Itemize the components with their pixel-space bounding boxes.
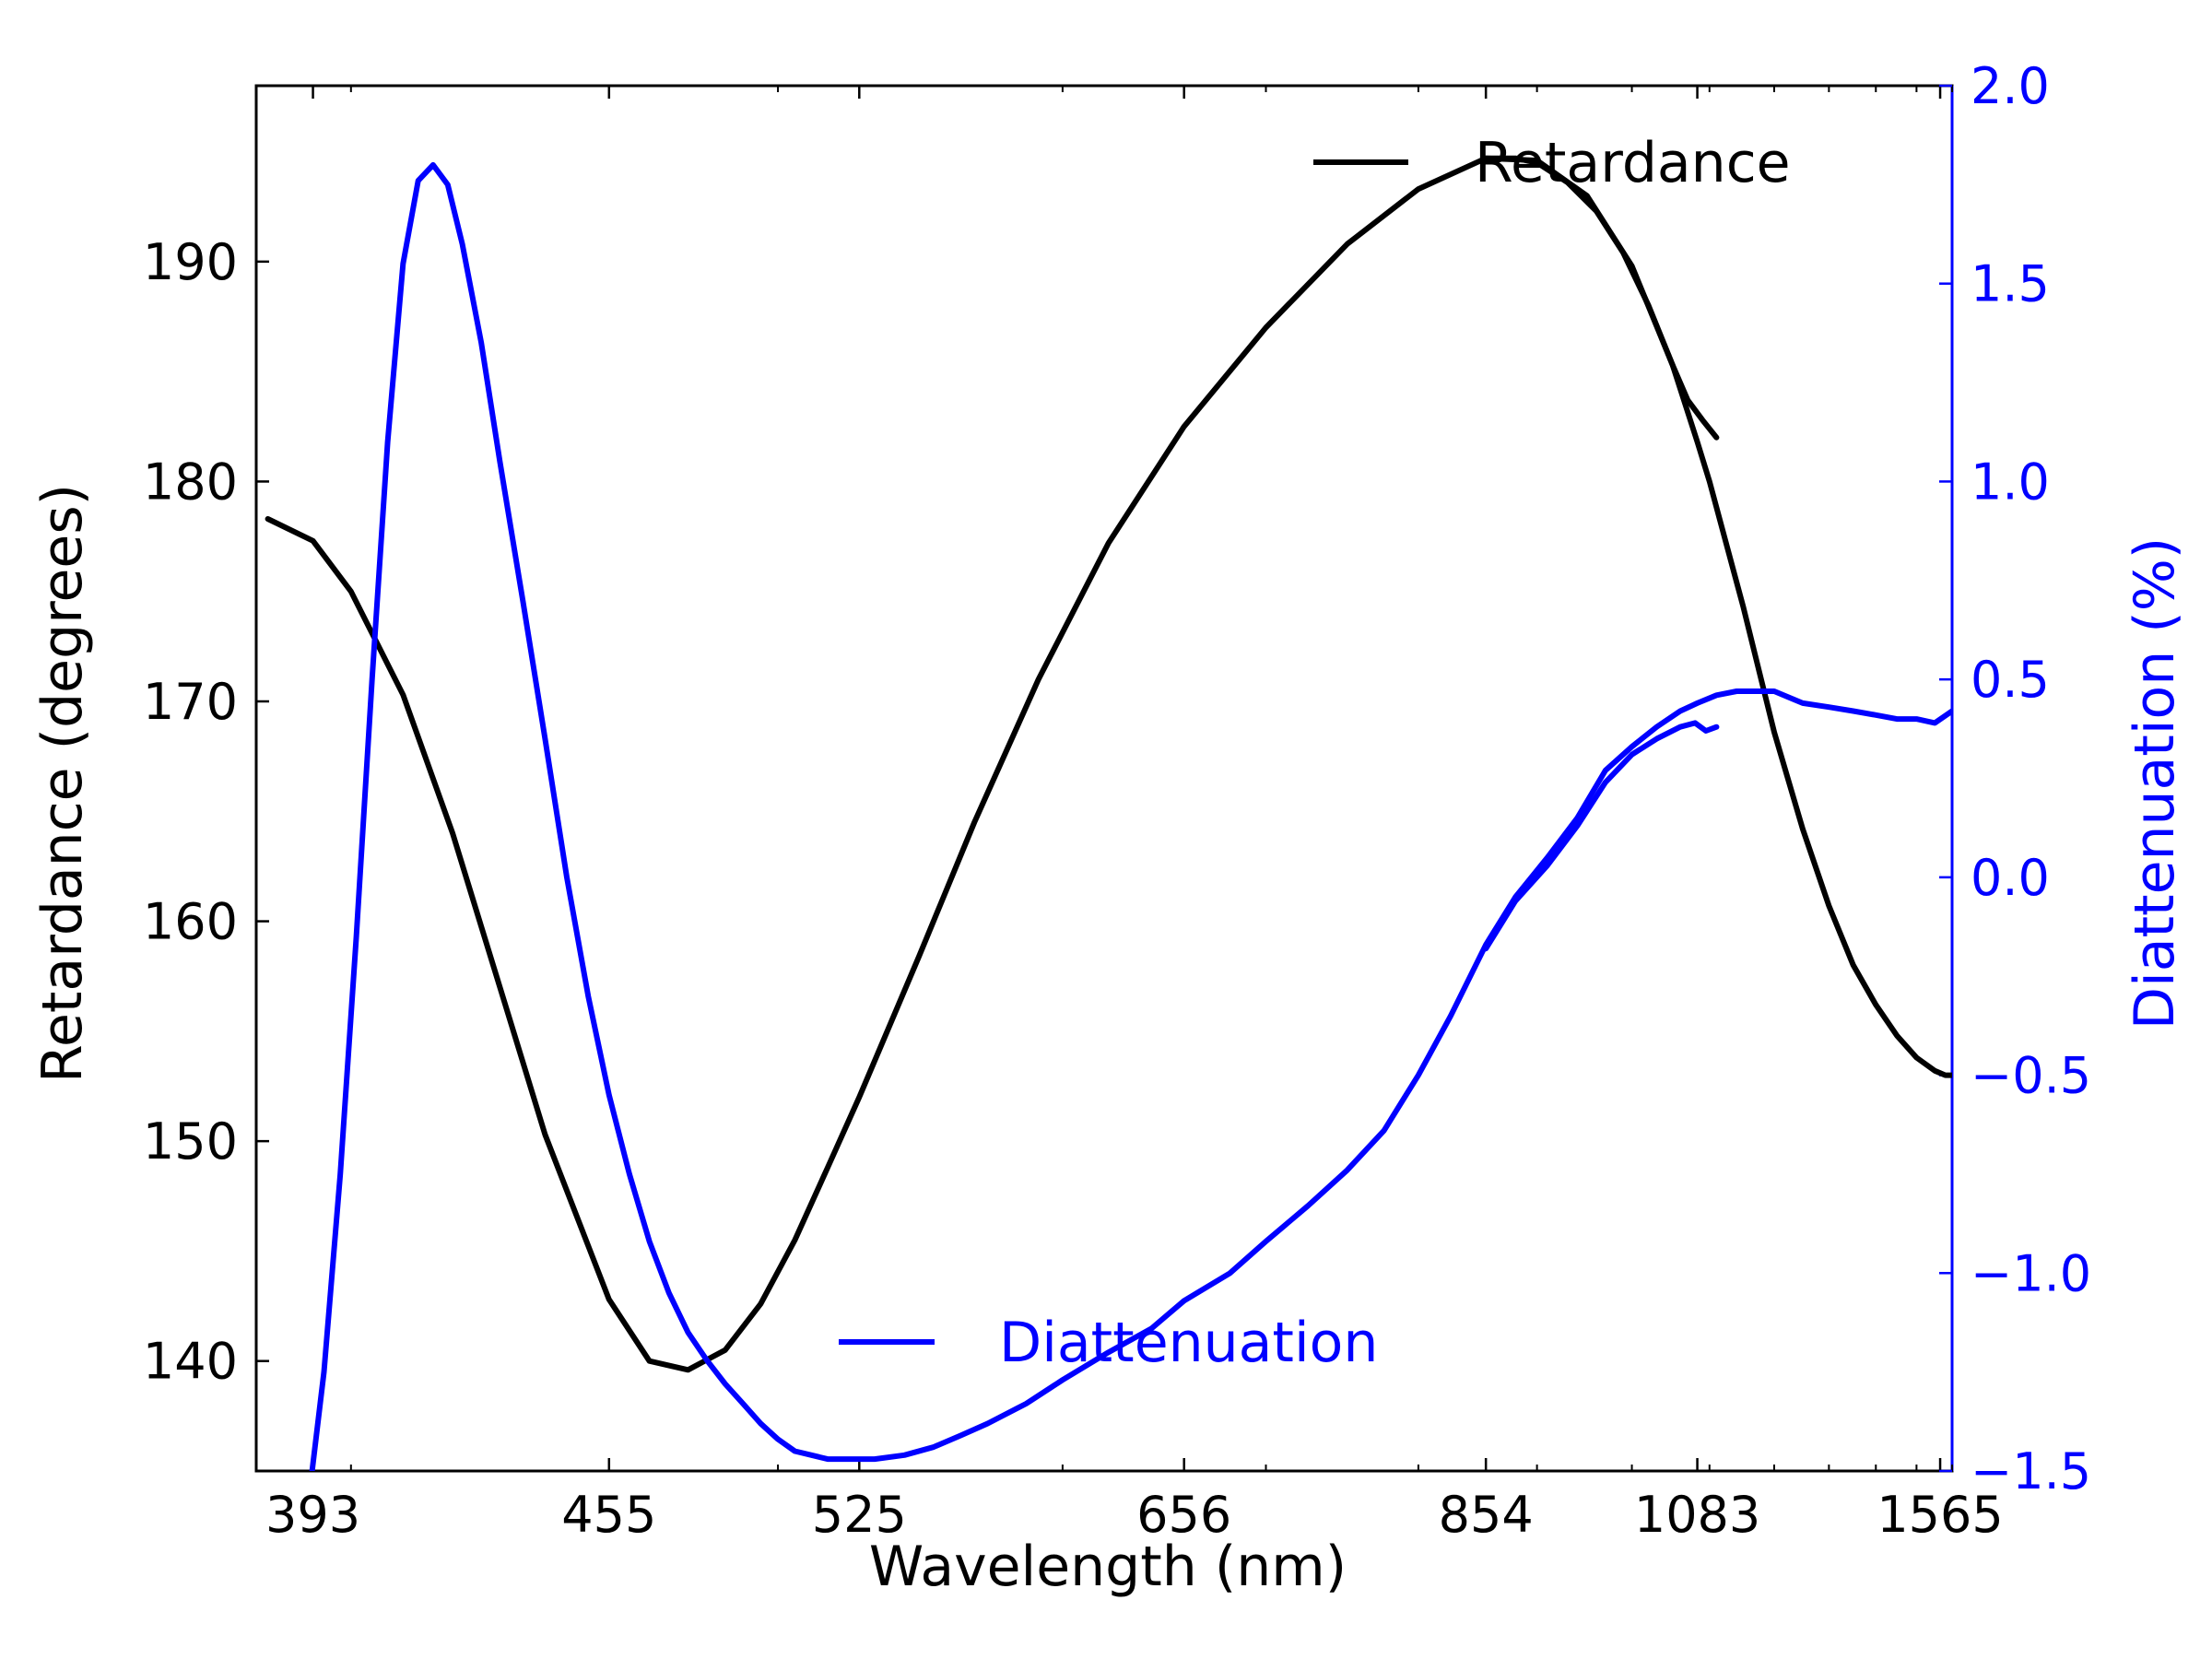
right-y-tick-label: 1.0 bbox=[1971, 453, 2050, 511]
series-line-retardance-1 bbox=[1483, 155, 1720, 441]
right-y-tick-label: 0.5 bbox=[1971, 651, 2050, 709]
series-line-diattenuation-3 bbox=[1483, 720, 1720, 952]
left-y-tick-label: 190 bbox=[143, 233, 238, 291]
left-y-axis-ticks: 140 150 160 170 180 190 bbox=[143, 233, 269, 1391]
legend-label: Diattenuation bbox=[999, 1311, 1378, 1375]
x-tick-label: 656 bbox=[1136, 1486, 1231, 1544]
right-y-tick-label: −1.5 bbox=[1971, 1442, 2091, 1500]
series-layer bbox=[265, 155, 1952, 1471]
right-y-tick-label: 2.0 bbox=[1971, 57, 2050, 115]
series-line-diattenuation-2 bbox=[309, 161, 1952, 1471]
right-y-tick-label: −0.5 bbox=[1971, 1047, 2091, 1105]
left-y-tick-label: 140 bbox=[143, 1333, 238, 1391]
axes-frame bbox=[254, 84, 1954, 1473]
right-y-tick-label: 0.0 bbox=[1971, 849, 2050, 907]
legend-label: Retardance bbox=[1475, 131, 1791, 195]
left-y-tick-label: 160 bbox=[143, 893, 238, 951]
x-tick-label: 1083 bbox=[1634, 1486, 1760, 1544]
right-y-axis-ticks: −1.5 −1.0 −0.5 0.0 0.5 1.0 1.5 2.0 bbox=[1939, 57, 2091, 1500]
x-tick-label: 854 bbox=[1439, 1486, 1534, 1544]
x-axis-title: Wavelength (nm) bbox=[869, 1535, 1347, 1599]
left-y-tick-label: 150 bbox=[143, 1112, 238, 1171]
legend: Retardance Diattenuation bbox=[839, 131, 1791, 1375]
x-tick-label: 525 bbox=[812, 1486, 907, 1544]
left-y-tick-label: 170 bbox=[143, 673, 238, 731]
left-y-axis-title: Retardance (degrees) bbox=[30, 484, 95, 1083]
x-tick-label: 393 bbox=[265, 1486, 360, 1544]
x-tick-label: 1565 bbox=[1877, 1486, 2003, 1544]
x-axis-ticks: 393 455 525 656 854 1083 1565 bbox=[265, 86, 2004, 1544]
plot-frame bbox=[254, 84, 1954, 1473]
right-y-axis-title: Diattenuation (%) bbox=[2123, 537, 2187, 1030]
x-tick-label: 455 bbox=[561, 1486, 656, 1544]
right-y-tick-label: −1.0 bbox=[1971, 1244, 2091, 1302]
series-line-retardance-0 bbox=[265, 155, 1952, 1373]
left-y-tick-label: 180 bbox=[143, 453, 238, 511]
right-y-tick-label: 1.5 bbox=[1971, 255, 2050, 313]
